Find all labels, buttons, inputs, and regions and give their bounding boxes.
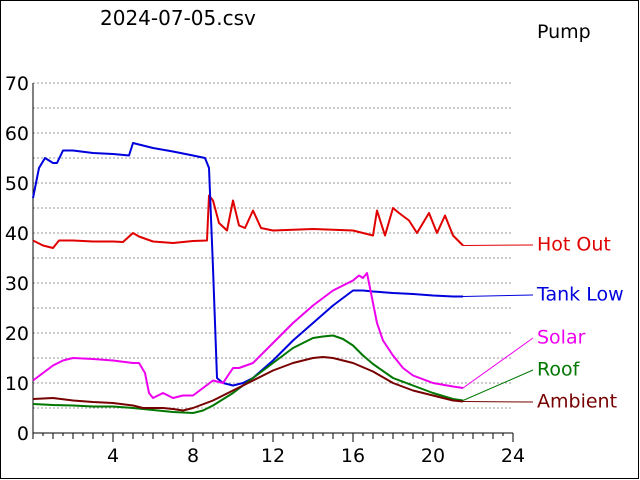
x-tick-label: 24 [501, 445, 525, 467]
series-label-tank-low: Tank Low [536, 284, 624, 306]
axes: 4 8 12 16 20 24 0 10 20 30 40 50 60 70 [5, 73, 525, 467]
series-line-hot-out [32, 194, 464, 249]
series-label-ambient: Ambient [537, 391, 617, 413]
series-line-roof [32, 334, 464, 414]
y-tick-label: 30 [5, 273, 29, 295]
series-label-hot-out: Hot Out [537, 234, 611, 256]
pump-label: Pump [537, 21, 591, 43]
leader-line-tank-low [462, 294, 534, 297]
leader-line-ambient [462, 401, 534, 403]
y-tick-label: 70 [5, 73, 29, 95]
x-tick-label: 20 [421, 445, 445, 467]
series-labels: Hot Out Tank Low Solar Roof Ambient [462, 234, 624, 413]
y-tick-label: 50 [5, 173, 29, 195]
file-title: 2024-07-05.csv [100, 6, 256, 30]
leader-line-hot-out [462, 244, 534, 246]
series-line-ambient [32, 356, 464, 412]
y-tick-label: 10 [5, 373, 29, 395]
series-label-roof: Roof [537, 359, 581, 381]
grid-lines [33, 82, 513, 409]
x-tick-label: 12 [261, 445, 285, 467]
x-tick-label: 16 [341, 445, 365, 467]
x-tick-label: 4 [107, 445, 119, 467]
y-tick-label: 60 [5, 123, 29, 145]
series-label-solar: Solar [537, 327, 586, 349]
series-line-solar [32, 272, 464, 399]
leader-line-roof [462, 369, 534, 401]
y-tick-label: 40 [5, 223, 29, 245]
y-tick-label: 20 [5, 323, 29, 345]
series-line-tank-low [32, 142, 463, 387]
series-lines [32, 142, 464, 414]
leader-line-solar [462, 337, 534, 389]
x-tick-label: 8 [187, 445, 199, 467]
y-tick-label: 0 [17, 423, 29, 445]
